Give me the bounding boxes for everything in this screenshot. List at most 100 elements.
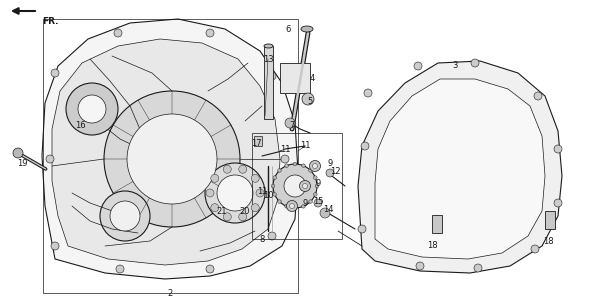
Text: FR.: FR. [42, 17, 58, 26]
Circle shape [285, 164, 289, 167]
Text: 11: 11 [300, 141, 310, 150]
Circle shape [534, 92, 542, 100]
Circle shape [211, 204, 219, 212]
Text: 2: 2 [168, 288, 173, 297]
Circle shape [287, 200, 297, 212]
Circle shape [223, 165, 231, 173]
Circle shape [313, 176, 317, 179]
Circle shape [51, 242, 59, 250]
Circle shape [414, 62, 422, 70]
Polygon shape [42, 19, 298, 279]
Circle shape [114, 29, 122, 37]
Text: 18: 18 [427, 241, 437, 250]
Text: 20: 20 [240, 206, 250, 216]
Bar [252, 133, 342, 239]
Text: 13: 13 [263, 54, 273, 64]
Text: 18: 18 [543, 237, 553, 246]
Circle shape [206, 189, 214, 197]
Text: 3: 3 [453, 61, 458, 70]
Circle shape [239, 165, 247, 173]
Circle shape [78, 95, 106, 123]
Circle shape [314, 199, 322, 207]
Circle shape [273, 176, 277, 179]
Circle shape [301, 164, 305, 167]
Ellipse shape [301, 26, 313, 32]
Bar [280, 63, 310, 93]
Circle shape [416, 262, 424, 270]
Bar [264, 46, 273, 119]
Text: 8: 8 [260, 234, 265, 244]
Circle shape [110, 201, 140, 231]
Circle shape [51, 69, 59, 77]
Circle shape [268, 232, 276, 240]
Bar [432, 215, 442, 233]
Circle shape [100, 191, 150, 241]
Circle shape [471, 59, 479, 67]
Bar [545, 211, 555, 229]
Circle shape [273, 164, 317, 208]
Circle shape [278, 169, 281, 172]
Circle shape [46, 155, 54, 163]
Circle shape [13, 148, 23, 158]
Circle shape [326, 169, 334, 177]
Text: 4: 4 [309, 75, 314, 83]
Ellipse shape [264, 44, 273, 48]
Circle shape [554, 145, 562, 153]
Circle shape [104, 91, 240, 227]
Circle shape [300, 181, 310, 191]
Circle shape [281, 155, 289, 163]
Circle shape [116, 265, 124, 273]
Text: 15: 15 [313, 197, 323, 206]
Circle shape [301, 204, 305, 208]
Text: 17: 17 [251, 138, 261, 147]
Text: 14: 14 [323, 204, 333, 213]
Circle shape [474, 264, 482, 272]
Text: 21: 21 [217, 206, 227, 216]
Circle shape [256, 189, 264, 197]
Circle shape [293, 162, 297, 166]
Circle shape [251, 174, 259, 182]
Circle shape [310, 160, 320, 172]
Circle shape [273, 193, 277, 196]
Bar [254, 136, 262, 146]
Circle shape [313, 193, 317, 196]
Circle shape [217, 175, 253, 211]
Circle shape [271, 184, 275, 188]
Circle shape [268, 72, 276, 80]
Circle shape [290, 203, 294, 209]
Text: 12: 12 [330, 166, 340, 175]
Circle shape [302, 93, 314, 105]
Circle shape [285, 204, 289, 208]
Bar [43, 19, 298, 293]
Circle shape [293, 206, 297, 210]
Text: 6: 6 [286, 24, 291, 33]
Circle shape [278, 200, 281, 203]
Circle shape [320, 208, 330, 218]
Polygon shape [358, 61, 562, 273]
Circle shape [531, 245, 539, 253]
Circle shape [554, 199, 562, 207]
Circle shape [223, 213, 231, 221]
Circle shape [206, 265, 214, 273]
Circle shape [206, 29, 214, 37]
Circle shape [127, 114, 217, 204]
Circle shape [315, 184, 319, 188]
Circle shape [251, 204, 259, 212]
Circle shape [303, 184, 307, 188]
Text: 11: 11 [280, 144, 290, 154]
Text: 9: 9 [316, 178, 320, 188]
Circle shape [66, 83, 118, 135]
Text: 19: 19 [17, 159, 27, 167]
Text: 9: 9 [302, 198, 307, 207]
Text: 5: 5 [307, 97, 313, 105]
Circle shape [284, 175, 306, 197]
Text: 11: 11 [257, 187, 267, 196]
Circle shape [364, 89, 372, 97]
Polygon shape [375, 79, 545, 259]
Text: 9: 9 [327, 159, 333, 167]
Circle shape [309, 200, 312, 203]
Polygon shape [52, 39, 280, 265]
Circle shape [239, 213, 247, 221]
Circle shape [211, 174, 219, 182]
Text: 16: 16 [75, 122, 86, 131]
